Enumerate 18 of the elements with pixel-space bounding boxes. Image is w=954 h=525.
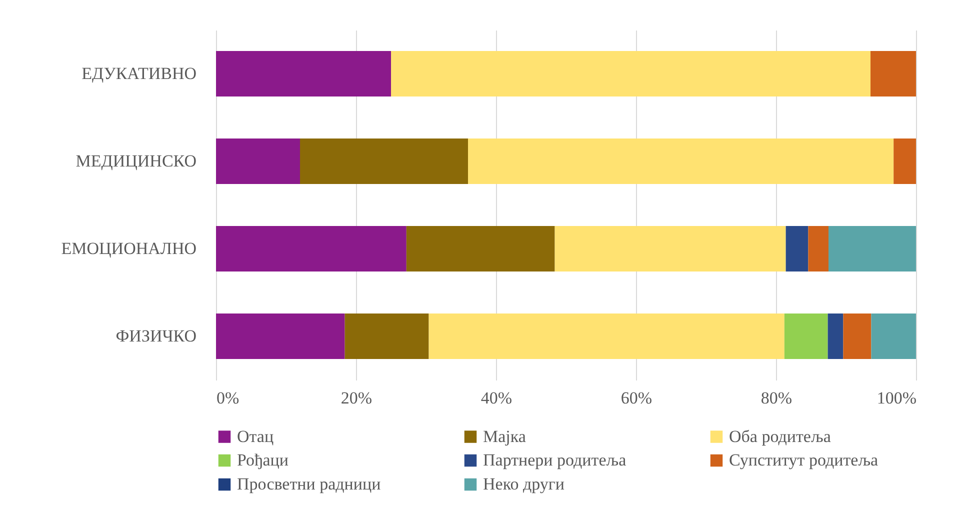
legend-label: Партнери родитеља	[483, 450, 627, 470]
x-tick-label: 80%	[760, 388, 792, 408]
legend-label: Просветни радници	[237, 474, 381, 494]
x-tick-label: 0%	[216, 388, 240, 408]
legend-label: Оба родитеља	[729, 426, 832, 446]
legend-label: Супститут родитеља	[729, 450, 879, 470]
x-tick-label: 60%	[620, 388, 652, 408]
x-tick-label: 20%	[340, 388, 372, 408]
y-tick-label: ЕДУКАТИВНО	[82, 64, 196, 83]
y-tick-label: ФИЗИЧКО	[116, 326, 196, 346]
x-tick-label: 40%	[480, 388, 512, 408]
legend-label: Отац	[237, 426, 274, 446]
x-tick-label: 100%	[876, 388, 916, 408]
y-tick-label: МЕДИЦИНСКО	[76, 151, 196, 170]
y-tick-label: ЕМОЦИОНАЛНО	[61, 238, 196, 258]
legend-label: Мајка	[483, 426, 526, 446]
legend-label: Рођаци	[237, 450, 288, 470]
legend-label: Неко други	[483, 474, 564, 494]
